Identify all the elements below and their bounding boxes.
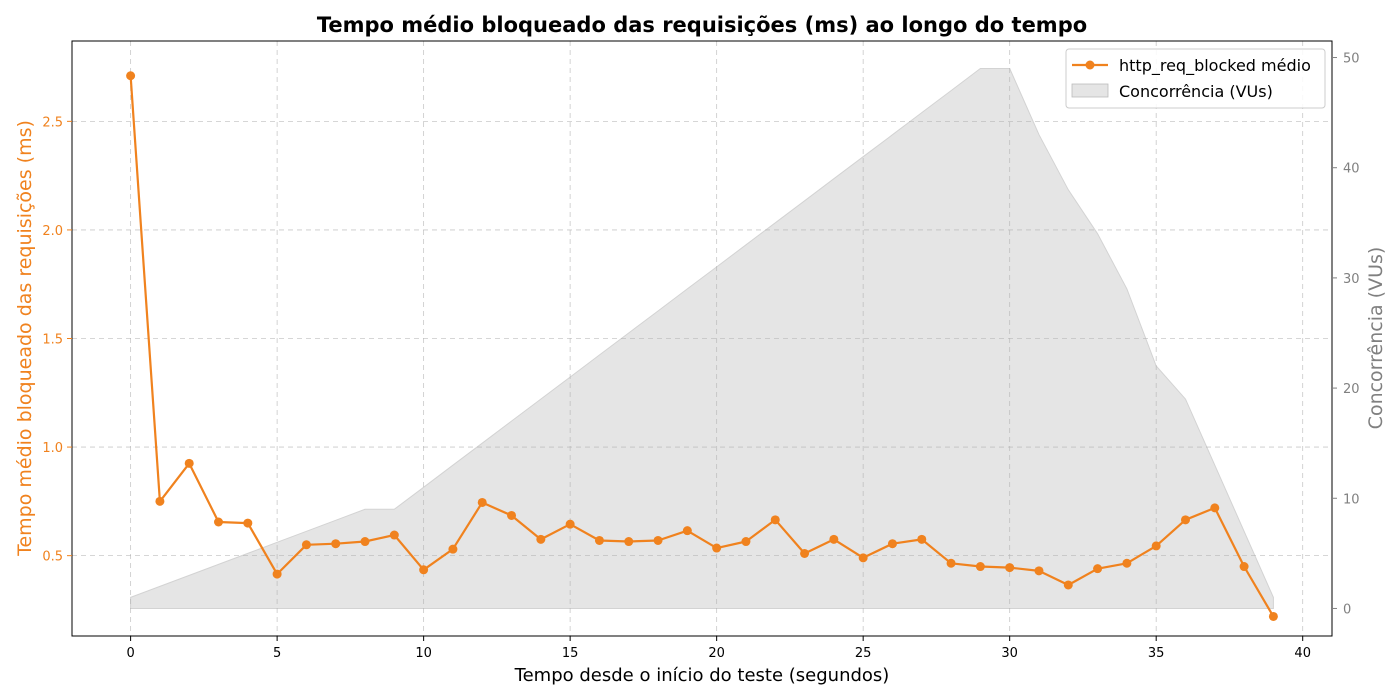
tick-layer: 0 5 10 15 20 25 30 35 40 0.5 1.0 1.5 2.0 2.5 0 10 20 30 40… [42, 52, 1359, 661]
y-axis-label-left: Tempo médio bloqueado das requisições (m… [14, 120, 36, 557]
y-tick-label-right: 50 [1343, 52, 1360, 67]
data-point [1005, 563, 1015, 573]
chart-title: Tempo médio bloqueado das requisições (m… [317, 13, 1087, 37]
legend-area-swatch [1071, 83, 1109, 98]
x-tick-label: 15 [562, 646, 579, 661]
data-point [800, 548, 810, 558]
data-point [1063, 580, 1073, 590]
data-point [536, 534, 546, 544]
data-point [184, 458, 194, 468]
data-point [448, 544, 458, 554]
data-point [272, 569, 282, 579]
x-tick-label: 30 [1001, 646, 1018, 661]
y-tick-label-left: 1.0 [42, 441, 63, 456]
data-point [155, 496, 165, 506]
data-point [946, 558, 956, 568]
y-tick-label-left: 2.5 [42, 115, 63, 130]
data-point [682, 526, 692, 536]
data-point [917, 534, 927, 544]
x-tick-label: 25 [855, 646, 872, 661]
y-tick-label-left: 0.5 [42, 550, 63, 565]
data-point [829, 534, 839, 544]
y-tick-label-right: 30 [1343, 272, 1360, 287]
data-point [1210, 503, 1220, 513]
data-point [507, 510, 517, 520]
y-axis-label-right: Concorrência (VUs) [1365, 247, 1387, 430]
x-tick-label: 0 [126, 646, 134, 661]
data-point [243, 518, 253, 528]
legend: http_req_blocked médio Concorrência (VUs… [1065, 48, 1326, 109]
y-tick-label-right: 10 [1343, 492, 1360, 507]
data-point [975, 562, 985, 572]
data-point [214, 517, 224, 527]
data-point [712, 543, 722, 553]
data-point [1093, 564, 1103, 574]
data-point [1151, 541, 1161, 551]
series-line-layer [126, 71, 1278, 621]
data-point [565, 519, 575, 529]
data-point [1239, 562, 1249, 572]
data-point [389, 530, 399, 540]
y-tick-label-right: 40 [1343, 162, 1360, 177]
y-tick-label-left: 1.5 [42, 333, 63, 348]
data-point [624, 537, 634, 547]
data-point [594, 535, 604, 545]
data-point [770, 515, 780, 525]
legend-label-line: http_req_blocked médio [1119, 56, 1311, 76]
data-point [360, 537, 370, 547]
grid-layer [72, 41, 1332, 636]
data-point [419, 565, 429, 575]
series-line [129, 75, 1275, 618]
legend-marker-swatch [1085, 60, 1095, 70]
data-point [477, 497, 487, 507]
data-point [331, 539, 341, 549]
y-tick-label-right: 20 [1343, 382, 1360, 397]
legend-box [1065, 48, 1326, 109]
data-point [126, 71, 136, 81]
x-tick-label: 10 [415, 646, 432, 661]
legend-label-area: Concorrência (VUs) [1119, 82, 1273, 101]
data-point [1180, 515, 1190, 525]
data-point [858, 553, 868, 563]
data-point [1122, 558, 1132, 568]
x-tick-label: 20 [708, 646, 725, 661]
data-point [301, 540, 311, 550]
y-tick-label-right: 0 [1343, 602, 1351, 617]
x-axis-label: Tempo desde o início do teste (segundos) [514, 665, 890, 686]
data-point [1034, 566, 1044, 576]
data-point [653, 535, 663, 545]
data-point [741, 537, 751, 547]
y-tick-label-left: 2.0 [42, 224, 63, 239]
x-tick-label: 5 [273, 646, 281, 661]
data-point [887, 539, 897, 549]
data-point [1268, 611, 1278, 621]
x-tick-label: 35 [1148, 646, 1165, 661]
x-tick-label: 40 [1294, 646, 1311, 661]
